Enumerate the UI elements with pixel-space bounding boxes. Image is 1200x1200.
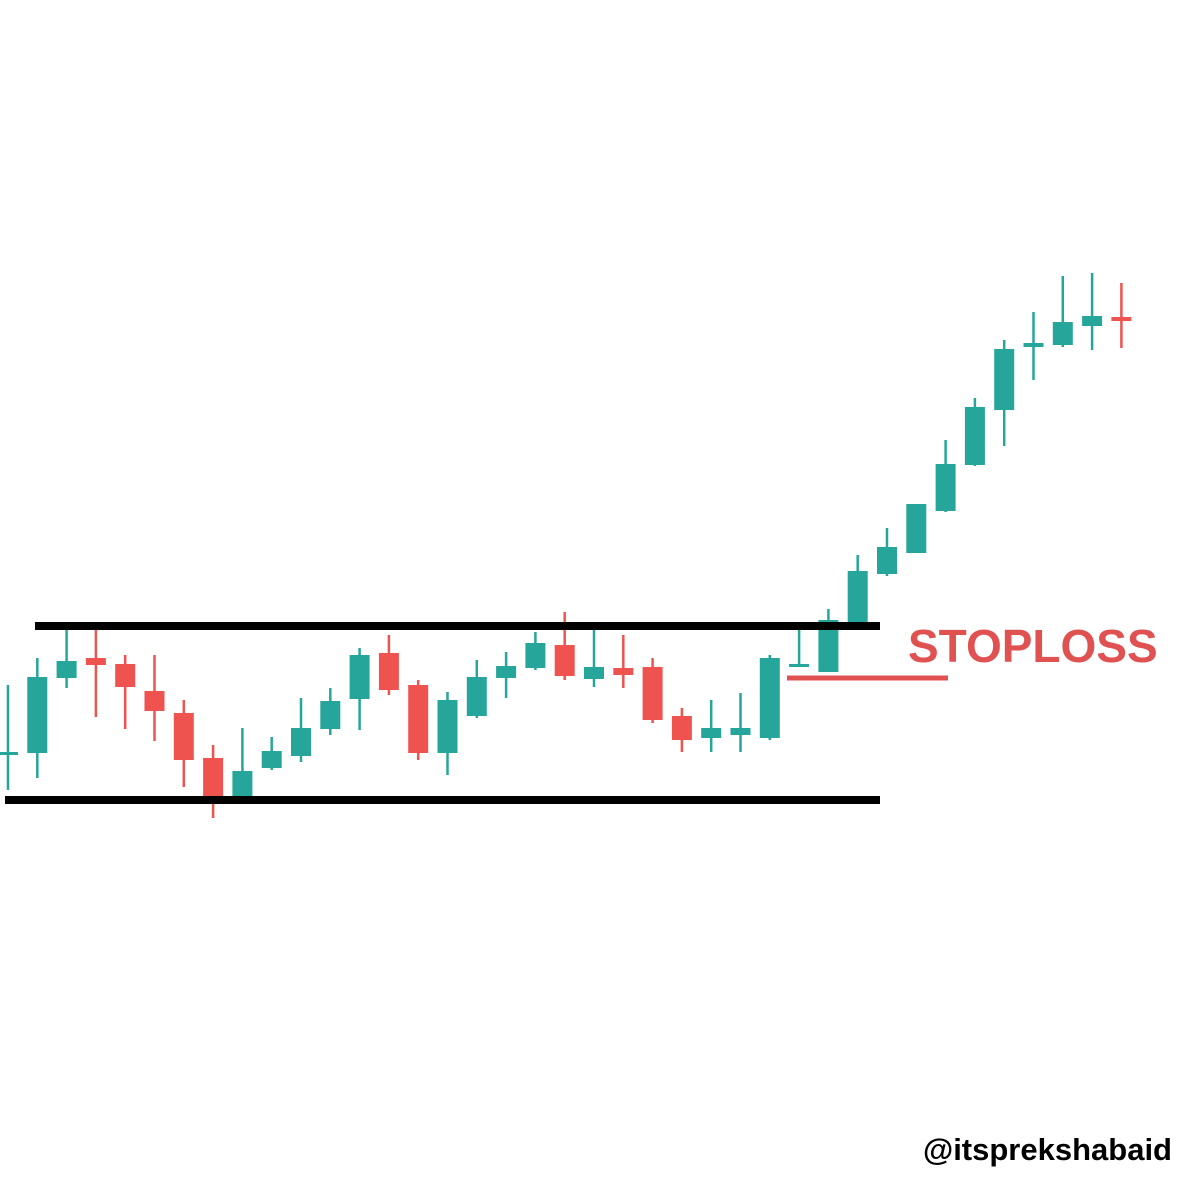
candle-body — [584, 667, 604, 679]
candle-body — [203, 758, 224, 798]
candle-body — [85, 658, 106, 665]
candle-body — [115, 664, 136, 687]
candle-body — [935, 464, 956, 511]
candle-body — [642, 667, 663, 720]
stoploss-label: STOPLOSS — [908, 620, 1158, 672]
candle-body — [701, 728, 722, 738]
candle-body — [994, 349, 1015, 410]
candle-body — [408, 685, 429, 753]
candle-body — [56, 661, 77, 678]
candle-body — [525, 643, 546, 668]
candle-body — [789, 664, 810, 667]
candle-body — [671, 716, 692, 740]
watermark: @itsprekshabaid — [923, 1132, 1172, 1167]
candle-body — [877, 547, 897, 574]
candle-body — [0, 752, 18, 755]
candle-body — [144, 691, 165, 711]
candle-body — [1082, 316, 1103, 326]
candle-body — [1111, 317, 1132, 321]
candle-body — [173, 713, 194, 760]
candle-body — [1052, 322, 1073, 345]
candle-body — [378, 653, 399, 690]
candle-body — [349, 655, 370, 699]
candle-body — [261, 751, 282, 768]
candle-body — [730, 728, 751, 735]
candle-body — [613, 668, 634, 675]
candle-body — [818, 620, 839, 672]
candle-body — [906, 504, 927, 553]
candle-body — [466, 677, 487, 716]
candle-body — [847, 571, 868, 622]
candle-body — [759, 658, 780, 738]
candle-body — [554, 645, 575, 676]
candle-body — [291, 728, 311, 756]
candle-body — [1023, 343, 1044, 347]
candle-body — [232, 771, 253, 798]
candle-body — [964, 407, 985, 465]
candle-body — [496, 666, 517, 678]
candle-body — [27, 677, 48, 753]
candle-body — [320, 701, 341, 729]
candle-body — [437, 700, 458, 753]
